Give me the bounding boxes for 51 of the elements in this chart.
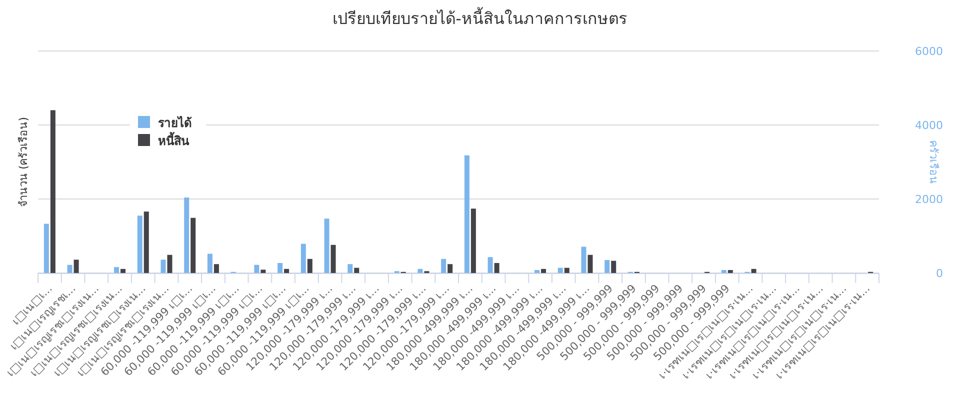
bar (611, 260, 616, 273)
bar (300, 244, 306, 273)
bar (167, 254, 172, 273)
bar (160, 260, 166, 273)
bar (721, 270, 726, 273)
bar (418, 268, 423, 273)
y2-tick-label: 2000 (915, 193, 943, 206)
bar (728, 270, 733, 273)
title: เปรียบเทียบรายได้-หนี้สินในภาคการเกษตร (332, 9, 628, 28)
y2-tick-label: 6000 (915, 45, 943, 58)
bar (564, 268, 570, 273)
bar (284, 268, 290, 273)
bar (67, 264, 72, 273)
legend-label: รายได้ (158, 115, 192, 130)
bar (354, 268, 360, 273)
bar (541, 268, 546, 273)
bar (534, 270, 540, 273)
bar (278, 263, 283, 273)
bar (120, 268, 126, 273)
bar (470, 208, 476, 273)
bar (307, 258, 312, 273)
y2-tick-label: 0 (936, 267, 943, 280)
bar (441, 258, 446, 273)
y2-tick-label: 4000 (915, 119, 943, 132)
bar (74, 260, 79, 273)
bar (604, 260, 610, 273)
bar (330, 244, 336, 273)
bar (254, 264, 260, 273)
y-axis-title: จำนวน (ครัวเรือน) (17, 116, 30, 208)
bar (260, 270, 266, 273)
bar (137, 216, 142, 273)
bar (44, 224, 49, 273)
bar (324, 218, 330, 273)
bar (50, 110, 56, 273)
bar (144, 212, 149, 273)
bar (558, 268, 563, 273)
bar (581, 246, 586, 273)
bar (494, 263, 500, 273)
bar (588, 254, 593, 273)
bar (190, 218, 196, 273)
y2-axis-title: ครัวเรือน (927, 140, 940, 184)
bar (751, 268, 756, 273)
legend-label: หนี้สิน (158, 131, 190, 148)
bar (214, 264, 219, 273)
bar (464, 155, 470, 273)
bar (184, 198, 190, 273)
bar (207, 254, 212, 273)
bar (448, 264, 453, 273)
bar (488, 257, 493, 273)
bar (114, 267, 120, 273)
bar (348, 264, 353, 273)
